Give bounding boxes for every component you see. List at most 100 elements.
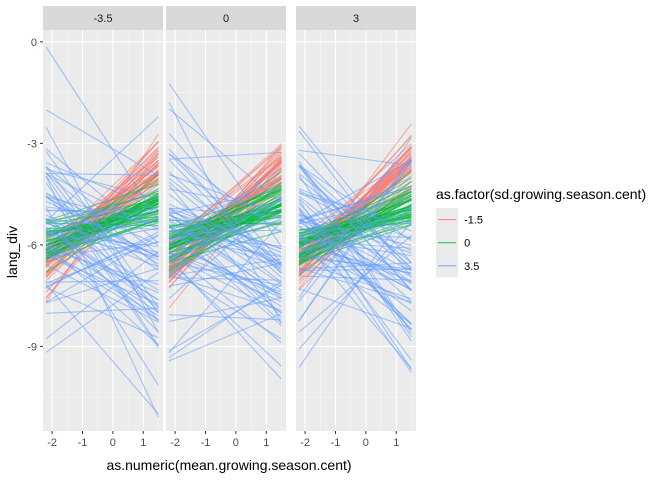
series-line — [45, 233, 159, 247]
series-line — [298, 186, 412, 221]
series-line — [45, 251, 159, 340]
series-line — [45, 109, 159, 177]
series-line — [168, 253, 282, 313]
series-line — [45, 196, 159, 227]
series-line — [168, 297, 282, 322]
series-line — [168, 251, 282, 293]
series-line — [298, 192, 412, 224]
x-tick-label: -1 — [78, 437, 88, 449]
series-line — [45, 173, 159, 267]
series-line — [298, 188, 412, 232]
series-line — [298, 191, 412, 252]
legend-entry: 3.5 — [436, 254, 479, 278]
series-line — [298, 149, 412, 167]
legend-entry: 0 — [436, 231, 470, 255]
series-line — [45, 242, 159, 258]
series-line — [168, 214, 282, 259]
series-line — [45, 239, 159, 313]
series-line — [45, 231, 159, 289]
series-line — [45, 148, 159, 244]
series-line — [298, 176, 412, 237]
series-line — [298, 153, 412, 270]
series-line — [45, 206, 159, 224]
y-tick-label: -9 — [27, 341, 37, 353]
series-line — [168, 260, 282, 367]
series-line — [298, 125, 412, 264]
series-line — [45, 283, 159, 415]
y-axis-title: lang_div — [4, 226, 20, 278]
facet-strip-label: 3 — [353, 13, 359, 25]
series-line — [45, 267, 159, 304]
facet-panel: 0 — [166, 6, 286, 431]
series-line — [45, 46, 159, 221]
series-line — [298, 221, 412, 284]
legend-label: 3.5 — [464, 261, 479, 273]
series-line — [45, 287, 159, 339]
series-line — [168, 167, 282, 246]
series-line — [299, 262, 412, 270]
series-2-lines — [298, 125, 412, 373]
series-line — [46, 280, 159, 283]
facet-panel: -3.5 — [43, 6, 163, 431]
facet-strip — [166, 6, 286, 30]
series-line — [298, 161, 412, 322]
series-line — [168, 274, 282, 311]
series-line — [298, 214, 412, 373]
x-tick-label: 1 — [393, 437, 399, 449]
series-line — [298, 199, 412, 248]
x-tick-label: 1 — [263, 437, 269, 449]
series-line — [168, 174, 282, 217]
series-line — [45, 176, 159, 418]
series-line — [168, 217, 282, 266]
series-line — [45, 226, 159, 301]
series-line — [168, 207, 282, 285]
series-line — [168, 108, 282, 204]
series-line — [168, 153, 282, 267]
series-lines — [298, 123, 412, 373]
series-line — [168, 210, 282, 249]
series-line — [45, 231, 159, 258]
x-tick-label: -2 — [47, 437, 57, 449]
x-tick-label: 0 — [233, 437, 239, 449]
facet-strip — [43, 6, 163, 30]
series-line — [168, 193, 282, 283]
series-line — [168, 262, 282, 287]
series-line — [298, 207, 412, 255]
series-line — [45, 126, 159, 333]
series-2-lines — [45, 46, 159, 418]
series-line — [298, 219, 412, 324]
y-tick-label: 0 — [31, 37, 37, 49]
series-line — [45, 217, 159, 291]
series-line — [298, 175, 412, 342]
legend: as.factor(sd.growing.season.cent) -1.5 0 3… — [436, 186, 646, 278]
series-line — [45, 162, 159, 211]
y-tick-label: -6 — [27, 240, 37, 252]
series-line — [298, 213, 412, 254]
series-line — [298, 208, 412, 361]
series-lines — [45, 46, 159, 418]
series-line — [168, 159, 282, 274]
series-line — [298, 155, 412, 321]
series-line — [168, 209, 282, 227]
series-line — [45, 168, 159, 200]
series-lines — [168, 83, 282, 380]
series-line — [168, 250, 282, 344]
series-line — [298, 202, 412, 331]
series-line — [168, 220, 282, 296]
series-line — [168, 226, 282, 327]
series-line — [298, 195, 412, 284]
series-line — [45, 249, 159, 317]
series-line — [298, 239, 412, 282]
series-line — [299, 234, 412, 238]
series-line — [45, 214, 159, 257]
series-line — [168, 243, 282, 296]
series-line — [45, 252, 159, 321]
x-axis: -2 -1 0 1 -2 -1 0 1 -2 -1 0 1 — [47, 431, 399, 449]
y-axis: 0 -3 -6 -9 — [27, 37, 43, 353]
series-line — [45, 219, 159, 231]
series-line — [298, 244, 412, 305]
series-line — [168, 197, 282, 255]
series-line — [298, 185, 412, 240]
series-line — [45, 200, 159, 258]
